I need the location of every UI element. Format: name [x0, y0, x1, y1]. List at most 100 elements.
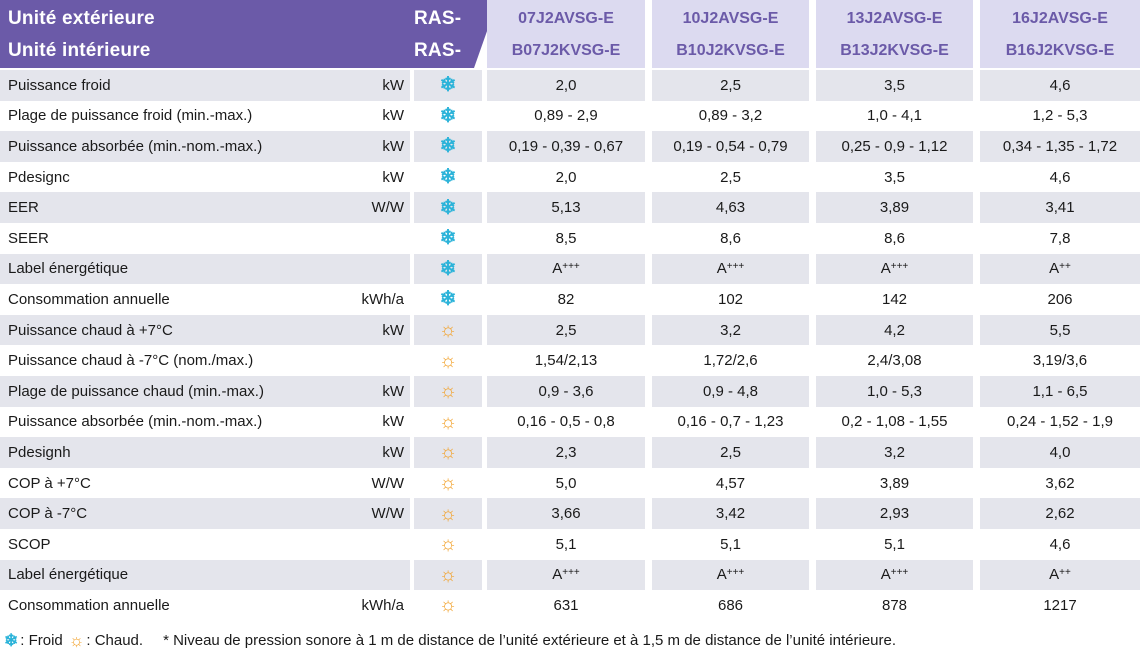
value-cell: 3,41: [980, 192, 1140, 223]
row-label: Consommation annuelle: [8, 596, 170, 614]
table-row: Plage de puissance froid (min.-max.) kW ❄ 0…: [0, 101, 1140, 132]
row-label: COP à +7°C: [8, 474, 91, 492]
value-cell: 0,25 - 0,9 - 1,12: [816, 131, 973, 162]
snowflake-icon: ❄: [439, 288, 457, 311]
snowflake-icon: ❄: [439, 104, 457, 127]
value-cell: 2,4/3,08: [816, 345, 973, 376]
cell-value: 0,89 - 3,2: [698, 107, 763, 125]
cell-value: 4,2: [884, 321, 905, 339]
value-cell: 1,2 - 5,3: [980, 101, 1140, 132]
value-cell: 3,66: [487, 498, 645, 529]
cell-value: 1,2 - 5,3: [1032, 107, 1088, 125]
value-cell: 0,34 - 1,35 - 1,72: [980, 131, 1140, 162]
row-label: Label énergétique: [8, 566, 129, 584]
cell-value: 0,34 - 1,35 - 1,72: [1002, 137, 1118, 155]
value-cell: 0,16 - 0,5 - 0,8: [487, 407, 645, 438]
value-cell: 0,9 - 3,6: [487, 376, 645, 407]
value-cell: 2,0: [487, 70, 645, 101]
row-label-cell: Puissance froid kW: [0, 70, 410, 101]
value-cell: 4,6: [980, 70, 1140, 101]
value-cell: 878: [816, 590, 973, 621]
cell-value: 2,93: [879, 505, 910, 523]
row-unit: kW: [382, 137, 404, 155]
table-row: Puissance froid kW ❄ 2,0 2,5 3,5 4,6: [0, 70, 1140, 101]
mode-icon-cell: ☼: [414, 498, 482, 529]
row-label: Puissance absorbée (min.-nom.-max.): [8, 137, 263, 155]
value-cell: 8,6: [816, 223, 973, 254]
value-cell: 3,2: [652, 314, 809, 346]
sun-icon: ☼: [438, 533, 458, 556]
value-cell: 3,5: [816, 162, 973, 193]
value-cell: 1,0 - 4,1: [816, 101, 973, 132]
row-label: SCOP: [8, 535, 51, 553]
value-cell: 0,89 - 2,9: [487, 101, 645, 132]
cell-value: 686: [717, 596, 744, 614]
cell-value: 2,3: [555, 443, 577, 461]
sun-icon: ☼: [438, 594, 458, 617]
cell-value: A: [552, 566, 563, 584]
cell-value: 3,5: [884, 76, 905, 94]
sun-icon: ☼: [438, 319, 458, 342]
value-cell: A +++: [652, 559, 809, 591]
cell-value: 2,5: [720, 76, 741, 94]
table-row: SEER ❄ 8,5 8,6 8,6 7,8: [0, 223, 1140, 254]
mode-icon-cell: ☼: [414, 559, 482, 591]
value-cell: 5,5: [980, 314, 1140, 346]
value-cell: 102: [652, 284, 809, 315]
cell-value: 8,6: [720, 229, 741, 247]
mode-icon-cell: ❄: [414, 162, 482, 193]
sun-icon: ☼: [438, 472, 458, 495]
row-label: Puissance absorbée (min.-nom.-max.): [8, 413, 263, 431]
cell-value: 8,5: [555, 229, 577, 247]
cell-value: 5,1: [720, 535, 741, 553]
cell-value: 82: [557, 290, 575, 308]
row-label: EER: [8, 199, 39, 217]
cell-value: 1,0 - 5,3: [866, 382, 923, 400]
sun-icon: ☼: [438, 410, 458, 433]
table-row: SCOP ☼ 5,1 5,1 5,1 4,6: [0, 529, 1140, 560]
cell-value: 631: [553, 596, 579, 614]
model-column-header: 10J2AVSG-E B10J2KVSG-E: [652, 0, 809, 68]
cell-value: 878: [881, 596, 908, 614]
cell-value: 1,54/2,13: [534, 352, 598, 370]
cell-value: 1,1 - 6,5: [1032, 382, 1088, 400]
cell-value: 0,19 - 0,39 - 0,67: [508, 137, 624, 155]
cell-value: 5,1: [884, 535, 905, 553]
row-label-cell: Consommation annuelle kWh/a: [0, 284, 410, 315]
cell-value: A: [1049, 260, 1060, 278]
model-column-header: 13J2AVSG-E B13J2KVSG-E: [816, 0, 973, 68]
row-label: Pdesignc: [8, 168, 70, 186]
value-cell: A +++: [816, 253, 973, 285]
indoor-model: B16J2KVSG-E: [1005, 42, 1115, 59]
cell-value: A: [880, 260, 891, 278]
value-cell: 2,93: [816, 498, 973, 529]
value-cell: 3,62: [980, 468, 1140, 499]
cell-value: 0,9 - 4,8: [702, 382, 759, 400]
cell-value: 2,0: [555, 76, 577, 94]
mode-icon-cell: ☼: [414, 407, 482, 438]
cell-value: 0,16 - 0,7 - 1,23: [677, 413, 784, 431]
row-label: Pdesignh: [8, 443, 71, 461]
row-label-cell: Puissance absorbée (min.-nom.-max.) kW: [0, 407, 410, 438]
value-cell: 2,5: [652, 437, 809, 468]
value-cell: 82: [487, 284, 645, 315]
row-label-cell: Puissance chaud à -7°C (nom./max.): [0, 345, 410, 376]
value-cell: 4,6: [980, 162, 1140, 193]
table-row: Puissance chaud à -7°C (nom./max.) ☼ 1,54/…: [0, 345, 1140, 376]
value-cell: A +++: [816, 559, 973, 591]
cell-value: 2,5: [720, 443, 741, 461]
value-cell: 1,1 - 6,5: [980, 376, 1140, 407]
cell-value: 3,42: [715, 505, 746, 523]
table-row: Label énergétique ❄ A +++ A +++ A +++ A ++: [0, 253, 1140, 285]
value-cell: 2,62: [980, 498, 1140, 529]
row-unit: W/W: [371, 505, 404, 523]
row-label-cell: Pdesignh kW: [0, 437, 410, 468]
cell-value: 1,72/2,6: [703, 352, 758, 370]
value-cell: 0,19 - 0,39 - 0,67: [487, 131, 645, 162]
value-cell: 0,19 - 0,54 - 0,79: [652, 131, 809, 162]
value-cell: 3,19/3,6: [980, 345, 1140, 376]
cell-value: 5,13: [551, 199, 581, 217]
cell-value: 3,62: [1045, 474, 1075, 492]
cell-value: 4,0: [1049, 443, 1071, 461]
cell-value: 0,25 - 0,9 - 1,12: [841, 137, 948, 155]
